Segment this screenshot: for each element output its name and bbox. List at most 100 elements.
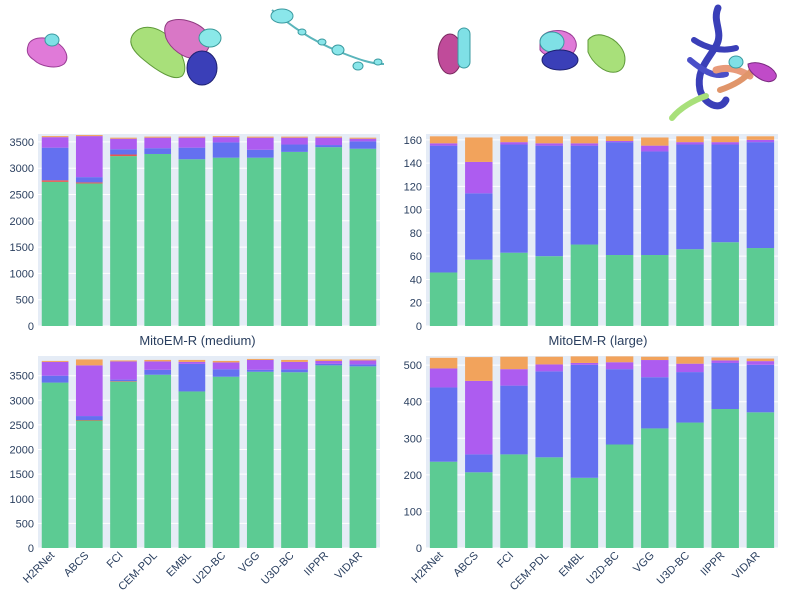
bar-segment	[178, 359, 206, 362]
bar-segment	[41, 180, 69, 182]
bar-segment	[535, 136, 563, 144]
bar-segment	[75, 136, 103, 178]
x-tick-label: CEM-PDL	[508, 550, 551, 593]
bar-segment	[711, 362, 739, 410]
bar-segment	[246, 137, 274, 150]
y-tick-label: 300	[404, 433, 422, 445]
bar-segment	[178, 361, 206, 364]
chart-title-top-right: MitoEM-R (large)	[548, 333, 648, 348]
bar-segment	[144, 359, 172, 362]
bar-segment	[465, 472, 493, 548]
bar-segment	[75, 359, 103, 366]
bar-segment	[676, 142, 704, 145]
bar-segment	[315, 136, 343, 138]
bar-segment	[429, 136, 458, 144]
x-tick-label: VGG	[631, 550, 657, 576]
bar-segment	[711, 144, 739, 243]
bar-segment	[110, 149, 137, 155]
bar-segment	[641, 360, 669, 378]
bar-segment	[315, 359, 343, 361]
y-tick-label: 60	[410, 251, 422, 263]
x-tick-label: EMBL	[164, 550, 194, 580]
bar-segment	[41, 360, 69, 362]
chart-panel-top-right: 0 20 40 60 80 100 120 140 160 MitoEM-R (large)	[398, 128, 798, 353]
bar-segment	[349, 364, 377, 367]
bar-segment	[144, 136, 172, 138]
bar-segment	[41, 136, 69, 138]
bar-segment	[349, 148, 377, 326]
cluster-mitochondria-render	[130, 19, 222, 86]
x-tick-label: U2D-BC	[584, 550, 621, 587]
bar-segment	[178, 391, 206, 548]
bar-segment	[465, 259, 493, 326]
x-tick-label: FCI	[495, 550, 516, 571]
bar-segment	[281, 369, 308, 373]
y-tick-label: 80	[410, 228, 422, 240]
bar-segment	[41, 375, 69, 383]
bar-segment	[281, 359, 308, 362]
bar-segment	[746, 361, 775, 365]
bar-segment	[746, 248, 775, 326]
y-tick-label: 500	[16, 295, 34, 307]
y-tick-label: 500	[404, 360, 422, 372]
bar-segment	[315, 137, 343, 146]
bar-segment	[281, 361, 308, 370]
bar-segment	[746, 136, 775, 140]
bar-segment	[75, 177, 103, 183]
bar-segment	[570, 364, 599, 478]
bar-segment	[246, 358, 274, 360]
stacked-bar-chart-top-left: 0 500 1000 1500 2000 2500 3000 3500	[10, 134, 380, 333]
bar-segment	[281, 144, 308, 152]
bar-segment	[605, 142, 634, 256]
y-tick-label: 0	[28, 321, 34, 333]
bar-segment	[110, 379, 137, 382]
bar-segment	[535, 256, 563, 326]
bar-segment	[465, 380, 493, 455]
bar-segment	[605, 356, 634, 363]
bar-segment	[281, 372, 308, 548]
y-tick-label: 2000	[10, 445, 34, 457]
bar-segment	[746, 358, 775, 362]
x-tick-label: H2RNet	[21, 550, 57, 586]
bar-segment	[535, 143, 563, 146]
y-tick-label: 500	[16, 518, 34, 530]
bar-segment	[500, 252, 528, 326]
y-tick-label: 400	[404, 397, 422, 409]
bar-segment	[315, 145, 343, 148]
bar-segment	[641, 145, 669, 152]
x-tick-label: U2D-BC	[191, 550, 228, 587]
bar-segment	[465, 193, 493, 260]
bar-segment	[349, 138, 377, 142]
bar-segment	[641, 428, 669, 548]
bar-segment	[281, 151, 308, 326]
bar-segment	[110, 361, 137, 380]
bar-segment	[349, 141, 377, 149]
bar-segment	[676, 422, 704, 548]
bar-segment	[570, 145, 599, 245]
bar-segment	[110, 381, 137, 548]
bar-segment	[212, 136, 240, 138]
x-tick-label: VGG	[237, 550, 263, 576]
bar-segment	[429, 145, 458, 273]
bar-segment	[570, 244, 599, 326]
bar-segment	[41, 181, 69, 326]
bar-segment	[178, 136, 206, 138]
stacked-bar-chart-bottom-left: 0 500 1000 1500 2000 2500 3000 3500 H2RNet ABCS FC…	[10, 356, 380, 593]
bar-segment	[676, 136, 704, 143]
y-tick-label: 2000	[10, 216, 34, 228]
x-tick-label: U3D-BC	[655, 550, 692, 587]
network-mitochondria-render	[669, 4, 777, 121]
bar-segment	[570, 477, 599, 548]
bar-segment	[746, 142, 775, 249]
bar-segment	[75, 420, 103, 548]
x-tick-label: U3D-BC	[259, 550, 296, 587]
bar-segment	[465, 161, 493, 194]
x-tick-label: IIPPR	[302, 550, 331, 579]
x-tick-label: H2RNet	[410, 550, 446, 586]
x-tick-label: IIPPR	[699, 550, 728, 579]
y-tick-label: 120	[404, 181, 422, 193]
bar-segment	[465, 357, 493, 381]
bar-segment	[178, 363, 206, 392]
bar-segment	[110, 156, 137, 326]
bar-segment	[144, 369, 172, 375]
